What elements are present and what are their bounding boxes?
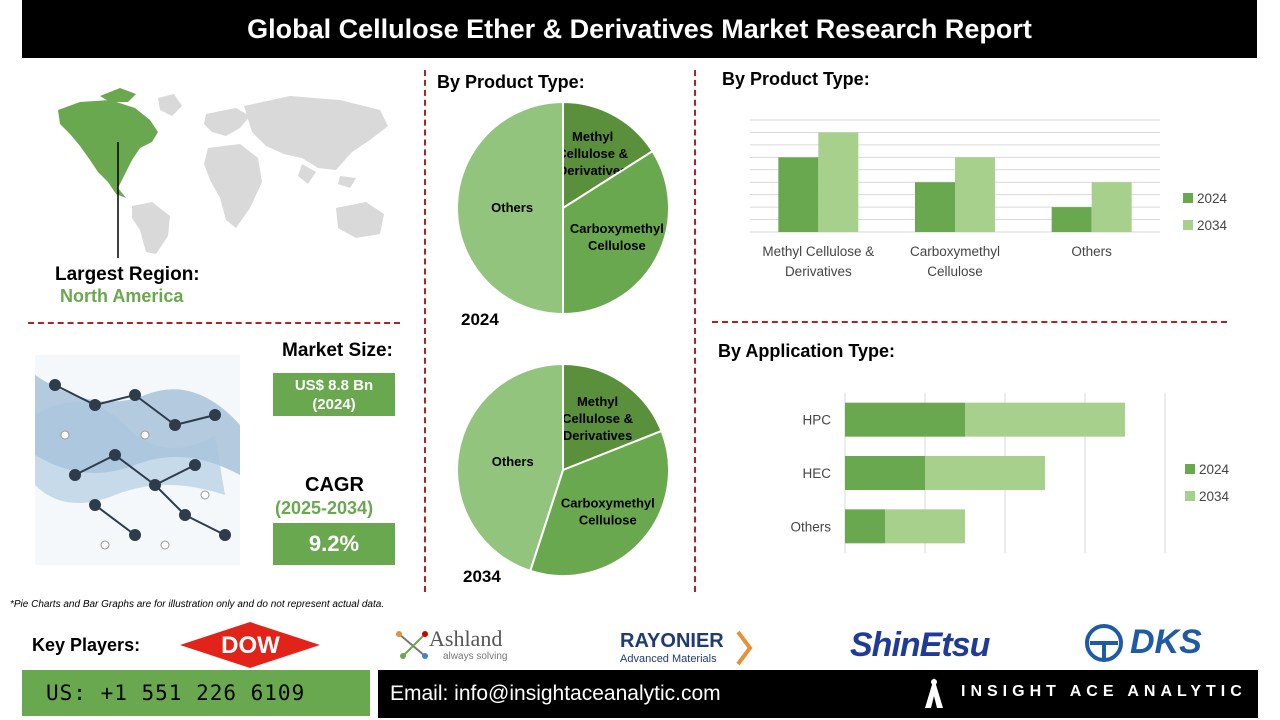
bar-app-2034-1 [925, 456, 1045, 490]
pie-2034-slice-0 [562, 362, 663, 472]
bar-app-category-1: HEC [802, 466, 831, 481]
shinetsu-logo: ShinEtsu [850, 626, 990, 664]
brand-name: INSIGHT ACE ANALYTIC [961, 683, 1247, 700]
bar-chart-application: HPC HEC Others 2024 2034 [790, 393, 1230, 553]
pie-2024-slice-2 [456, 100, 564, 316]
pie-2024-slice-label-1: Carboxymethyl Cellulose [570, 221, 664, 253]
bar-app-category-2: Others [790, 519, 831, 534]
market-size-year: (2024) [312, 395, 356, 413]
bar-app-legend-0: 2024 [1199, 462, 1230, 477]
bar-product-2024-0 [778, 157, 819, 232]
bar-app-legend-swatch-1 [1185, 491, 1195, 501]
brand-logo: INSIGHT ACE ANALYTIC [925, 676, 1255, 712]
rayonier-logo-text: RAYONIER [620, 630, 724, 652]
largest-region-value: North America [60, 286, 184, 306]
bar-product-2034-2 [1091, 182, 1132, 232]
market-size-label: Market Size: [282, 340, 393, 361]
pie-2034-slice-1 [528, 429, 670, 577]
pie-2034-slice-label-1: Carboxymethyl Cellulose [561, 496, 655, 528]
pie-2024-year: 2024 [461, 310, 499, 329]
disclaimer: *Pie Charts and Bar Graphs are for illus… [10, 599, 385, 610]
dow-logo: DOW [178, 620, 323, 670]
pie-2024-slice-0 [562, 100, 654, 210]
pie-2034-slice-2 [456, 362, 564, 573]
bar-app-category-0: HPC [802, 413, 831, 428]
bar-product-2024-2 [1051, 207, 1092, 232]
pie-2024-slice-label-0: Methyl Cellulose & Derivatives [557, 129, 628, 178]
pie-2024-slice-1 [562, 149, 670, 316]
bar-app-legend-swatch-0 [1185, 464, 1195, 474]
bar-product-category-2: Others [1071, 244, 1112, 259]
pie-2024-slice-label-2: Others [491, 200, 533, 215]
rayonier-logo-sub: Advanced Materials [620, 653, 717, 665]
bar-product-2034-0 [818, 132, 859, 232]
largest-region-label: Largest Region: [55, 264, 200, 285]
pie-2034-slice-label-2: Others [492, 454, 534, 469]
divider-vertical-1 [424, 70, 426, 592]
dks-logo-text: DKS [1130, 623, 1202, 661]
pie-chart-2034: Methyl Cellulose & Derivatives Carboxymethy… [456, 362, 670, 577]
bar-product-2024-1 [915, 182, 955, 232]
bar-app-2024-2 [845, 509, 885, 544]
pie-section-title: By Product Type: [437, 72, 585, 92]
bar-app-2024-1 [845, 456, 925, 490]
world-map [58, 88, 388, 258]
divider-left [28, 322, 400, 324]
bar-product-2034-1 [955, 157, 995, 232]
report-title: Global Cellulose Ether & Derivatives Mar… [22, 0, 1257, 58]
bar-product-category-0: Methyl Cellulose & Derivatives [762, 244, 874, 279]
bar-app-2024-0 [845, 402, 965, 437]
rayonier-logo: RAYONIER Advanced Materials [620, 630, 760, 670]
cagr-period: (2025-2034) [275, 498, 374, 518]
bar-product-legend-swatch-1 [1183, 220, 1193, 230]
ashland-logo: Ashland always solving [395, 626, 525, 666]
bar-app-2034-2 [885, 509, 965, 544]
pie-2034-slice-label-0: Methyl Cellulose & Derivatives [562, 394, 633, 443]
bar-chart-product: Methyl Cellulose & Derivatives Carboxymeth… [750, 119, 1228, 279]
cagr-value: 9.2% [273, 523, 395, 565]
dow-logo-text: DOW [221, 632, 280, 659]
bar-product-category-1: Carboxymethyl Cellulose [910, 244, 1000, 279]
bar-app-legend-1: 2034 [1199, 489, 1230, 504]
contact-email[interactable]: Email: info@insightaceanalytic.com [378, 670, 1258, 718]
divider-right [712, 321, 1227, 323]
key-players-label: Key Players: [32, 635, 141, 655]
molecule-image [35, 355, 240, 565]
ashland-tagline: always solving [443, 651, 508, 662]
cagr-label: CAGR [305, 474, 364, 496]
bar-product-legend-swatch-0 [1183, 193, 1193, 203]
pie-chart-2024: Methyl Cellulose & Derivatives Carboxymethy… [456, 100, 670, 316]
divider-vertical-2 [694, 70, 696, 592]
dks-logo: DKS [1084, 623, 1224, 667]
bar-app-2034-0 [965, 402, 1125, 437]
bar-product-legend-1: 2034 [1197, 218, 1228, 233]
pie-2034-year: 2034 [463, 567, 501, 586]
contact-phone[interactable]: US: +1 551 226 6109 [22, 670, 370, 716]
north-america-shape [58, 100, 158, 198]
market-size-amount: US$ 8.8 Bn [294, 376, 374, 394]
market-size-value: US$ 8.8 Bn (2024) [273, 373, 395, 416]
bar-application-title: By Application Type: [718, 341, 896, 361]
bar-product-title: By Product Type: [722, 69, 870, 89]
ashland-logo-text: Ashland [429, 626, 503, 651]
bar-product-legend-0: 2024 [1197, 191, 1228, 206]
